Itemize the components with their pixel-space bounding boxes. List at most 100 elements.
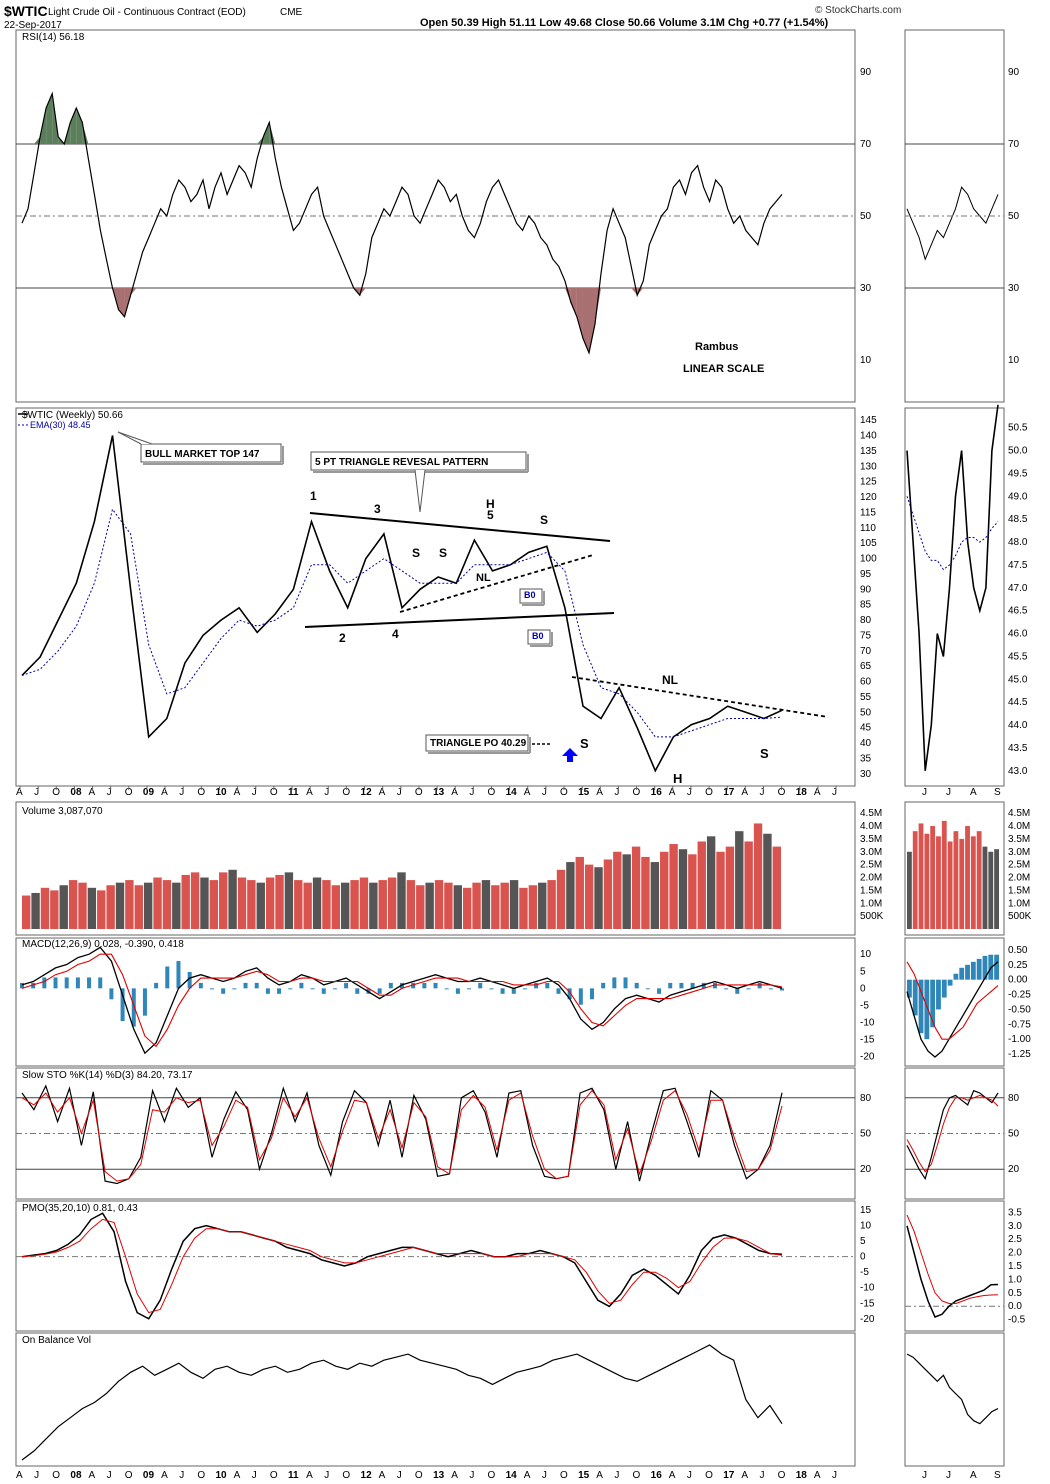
volume-bar xyxy=(143,882,153,929)
inset-time-tick: J xyxy=(946,787,951,798)
macd-hist-bar xyxy=(131,988,136,1027)
volume-bar xyxy=(190,872,200,929)
panel-frame xyxy=(15,1067,856,1200)
pivot-5: 5 xyxy=(487,508,494,522)
time-axis-tick: 15 xyxy=(578,787,590,798)
time-axis-tick-bottom: A xyxy=(524,1470,531,1481)
macd-hist-bar xyxy=(511,988,516,994)
y-tick-label: 50 xyxy=(860,1129,872,1140)
volume-bar xyxy=(303,882,312,929)
callout-bull-top-pointer xyxy=(117,431,153,445)
inset-macd-hist-bar xyxy=(976,958,982,980)
macd-hist-bar xyxy=(355,988,360,994)
inset-macd-line xyxy=(906,961,999,1058)
brand-mark: © StockCharts.com xyxy=(815,5,901,16)
inset-y-tick: 2.5 xyxy=(1008,1234,1022,1245)
y-tick-label: 5 xyxy=(860,1236,866,1247)
volume-bar xyxy=(322,880,331,929)
buy-arrow-icon xyxy=(562,748,578,762)
pivot-1: 1 xyxy=(310,489,317,503)
y-tick-label: 0 xyxy=(860,1252,866,1263)
time-axis-tick-bottom: A xyxy=(741,1470,748,1481)
macd-hist-bar xyxy=(500,988,505,994)
inset-macd-hist-bar xyxy=(930,979,936,1028)
macd-hist-bar xyxy=(254,982,259,989)
y-tick-label: 4.0M xyxy=(860,821,882,832)
triangle-top-line xyxy=(309,512,611,542)
y-tick-label: 35 xyxy=(860,753,872,764)
volume-bar xyxy=(68,880,78,929)
inset-obv-line xyxy=(906,1353,999,1425)
inset-macd-hist-bar xyxy=(970,961,976,980)
time-axis-tick-bottom: A xyxy=(669,1470,676,1481)
y-tick-label: 90 xyxy=(860,67,872,78)
volume-bar xyxy=(200,877,209,929)
inset-macd-signal xyxy=(906,961,999,1040)
inset-y-tick: 50.0 xyxy=(1008,446,1028,457)
time-axis-tick-bottom: O xyxy=(125,1470,133,1481)
time-axis-tick: A xyxy=(524,787,531,798)
time-axis-tick-bottom: 17 xyxy=(723,1470,735,1481)
panel-frame xyxy=(15,1200,856,1332)
time-axis-tick-bottom: A xyxy=(814,1470,821,1481)
volume-bar xyxy=(744,841,753,929)
time-axis-tick-bottom: J xyxy=(759,1470,764,1481)
shoulder-label-4: S xyxy=(580,736,589,751)
rsi-oversold-fill xyxy=(576,288,583,339)
y-tick-label: 50 xyxy=(860,707,872,718)
neckline-1 xyxy=(399,554,594,613)
time-axis-tick-bottom: O xyxy=(197,1470,205,1481)
macd-hist-bar xyxy=(556,988,561,994)
volume-bar xyxy=(125,880,134,929)
pivot-3: 3 xyxy=(374,502,381,516)
time-axis: A J O 08 A J O 09 A J O 10 A J O 11 A J O 12 A J O 13 A J O 14 A J O 15… xyxy=(16,786,1001,1481)
macd-hist-bar xyxy=(780,988,784,991)
macd-hist-bar xyxy=(623,977,628,989)
y-tick-label: -15 xyxy=(860,1035,875,1046)
y-tick-label: 15 xyxy=(860,1205,872,1216)
y-tick-label: 80 xyxy=(860,615,872,626)
rsi-overbought-fill xyxy=(263,122,270,144)
inset-stoch-k xyxy=(906,1089,999,1181)
rsi-overbought-fill xyxy=(46,93,53,144)
rsi-overbought-fill xyxy=(82,122,89,144)
volume-bar xyxy=(613,851,622,929)
y-tick-label: 10 xyxy=(860,1221,872,1232)
y-tick-label: 10 xyxy=(860,355,872,366)
time-axis-tick: J xyxy=(179,787,184,798)
macd-hist-bar xyxy=(746,988,751,990)
y-tick-label: 145 xyxy=(860,415,877,426)
time-axis-tick: A xyxy=(596,787,603,798)
y-tick-label: 100 xyxy=(860,554,877,565)
volume-bar xyxy=(678,849,688,929)
inset-macd-hist-bar xyxy=(947,979,953,986)
time-axis-tick: J xyxy=(469,787,474,798)
time-axis-tick-bottom: J xyxy=(687,1470,692,1481)
volume-bar xyxy=(59,885,68,929)
inset-volume-bar xyxy=(953,831,959,929)
pmo-label: PMO(35,20,10) 0.81, 0.43 xyxy=(22,1203,138,1214)
macd-hist-bar xyxy=(534,982,539,989)
volume-bar xyxy=(706,836,716,929)
macd-hist-bar xyxy=(489,988,494,990)
inset-y-tick: 50.5 xyxy=(1008,423,1028,434)
inset-macd-hist-bar xyxy=(907,979,912,998)
inset-frame xyxy=(904,801,1005,936)
inset-y-tick: 1.5M xyxy=(1008,885,1030,896)
inset-macd-hist-bar xyxy=(941,979,947,998)
volume-bar xyxy=(228,869,237,929)
time-axis-tick: 12 xyxy=(361,787,373,798)
inset-y-tick: 46.0 xyxy=(1008,629,1028,640)
time-axis-tick-bottom: J xyxy=(34,1470,39,1481)
inset-frame xyxy=(904,937,1005,1067)
y-tick-label: 0 xyxy=(860,983,866,994)
volume-bar xyxy=(519,887,528,929)
volume-bar xyxy=(772,846,781,929)
inset-macd-hist-bar xyxy=(982,955,988,980)
callout-triangle-title: 5 PT TRIANGLE REVESAL PATTERN xyxy=(310,451,529,473)
time-axis-tick: O xyxy=(487,787,495,798)
y-tick-label: 3.0M xyxy=(860,847,882,858)
macd-hist-bar xyxy=(578,988,583,1005)
